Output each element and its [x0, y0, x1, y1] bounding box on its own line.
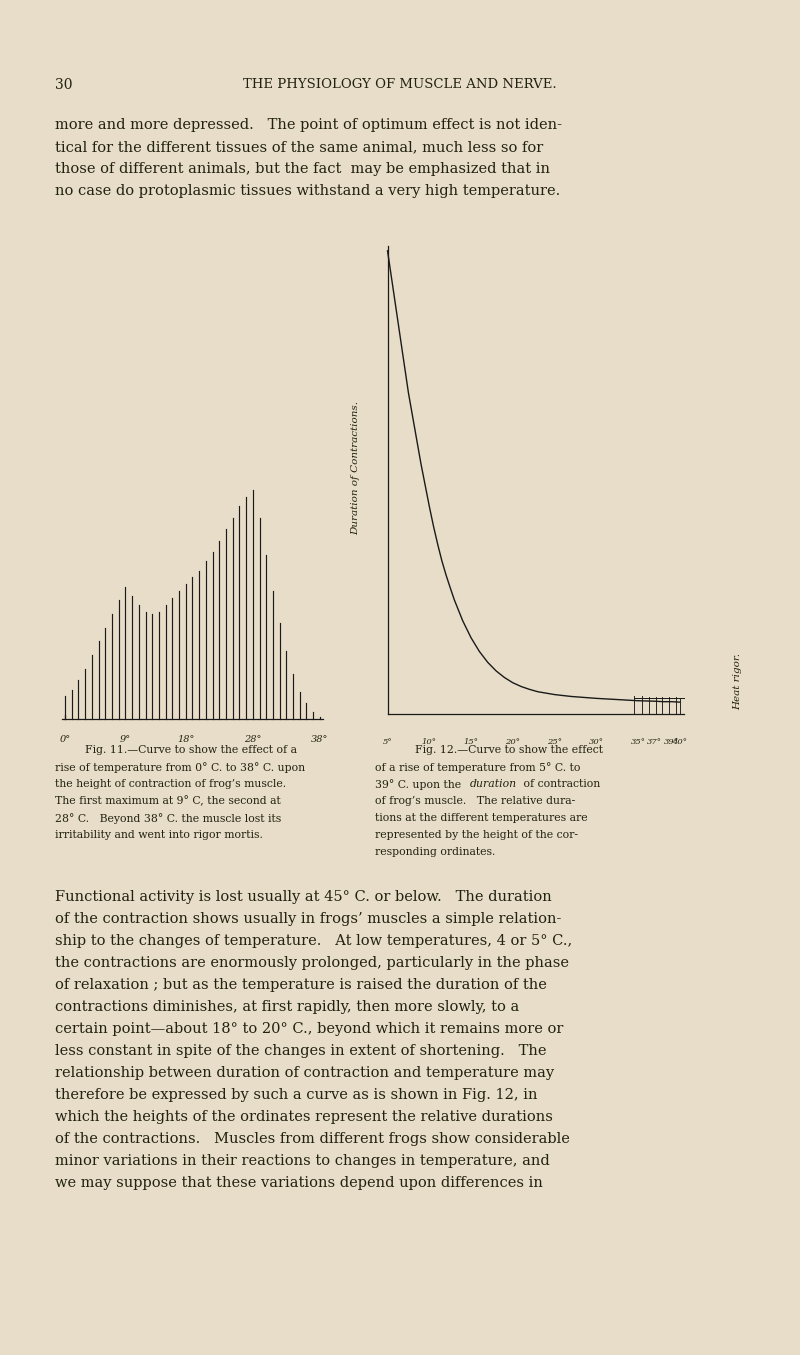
Text: the contractions are enormously prolonged, particularly in the phase: the contractions are enormously prolonge…	[55, 957, 569, 970]
Text: 25°: 25°	[547, 737, 562, 745]
Text: the height of contraction of frog’s muscle.: the height of contraction of frog’s musc…	[55, 779, 286, 789]
Text: more and more depressed.   The point of optimum effect is not iden-: more and more depressed. The point of op…	[55, 118, 562, 131]
Text: 39° C. upon the: 39° C. upon the	[375, 779, 465, 790]
Text: 40°: 40°	[673, 737, 687, 745]
Text: responding ordinates.: responding ordinates.	[375, 847, 495, 856]
Text: 35°: 35°	[630, 737, 646, 745]
Text: 30: 30	[55, 79, 73, 92]
Text: Functional activity is lost usually at 45° C. or below.   The duration: Functional activity is lost usually at 4…	[55, 890, 552, 904]
Text: of contraction: of contraction	[520, 779, 600, 789]
Text: 0°: 0°	[59, 736, 70, 744]
Text: we may suppose that these variations depend upon differences in: we may suppose that these variations dep…	[55, 1176, 543, 1190]
Text: certain point—about 18° to 20° C., beyond which it remains more or: certain point—about 18° to 20° C., beyon…	[55, 1022, 563, 1037]
Text: THE PHYSIOLOGY OF MUSCLE AND NERVE.: THE PHYSIOLOGY OF MUSCLE AND NERVE.	[243, 79, 557, 91]
Text: 28°: 28°	[244, 736, 262, 744]
Text: of relaxation ; but as the temperature is raised the duration of the: of relaxation ; but as the temperature i…	[55, 978, 547, 992]
Text: 38°: 38°	[311, 736, 329, 744]
Text: Fig. 12.—Curve to show the effect: Fig. 12.—Curve to show the effect	[415, 745, 603, 755]
Text: duration: duration	[470, 779, 517, 789]
Text: tions at the different temperatures are: tions at the different temperatures are	[375, 813, 588, 822]
Text: relationship between duration of contraction and temperature may: relationship between duration of contrac…	[55, 1066, 554, 1080]
Text: 10°: 10°	[422, 737, 437, 745]
Text: of the contractions.   Muscles from different frogs show considerable: of the contractions. Muscles from differ…	[55, 1131, 570, 1146]
Text: tical for the different tissues of the same animal, much less so for: tical for the different tissues of the s…	[55, 140, 543, 154]
Text: no case do protoplasmic tissues withstand a very high temperature.: no case do protoplasmic tissues withstan…	[55, 184, 560, 198]
Text: 9°: 9°	[120, 736, 131, 744]
Text: 28° C.   Beyond 38° C. the muscle lost its: 28° C. Beyond 38° C. the muscle lost its	[55, 813, 282, 824]
Text: 5°: 5°	[382, 737, 392, 745]
Text: of a rise of temperature from 5° C. to: of a rise of temperature from 5° C. to	[375, 762, 580, 772]
Text: Duration of Contractions.: Duration of Contractions.	[350, 401, 360, 535]
Text: those of different animals, but the fact  may be emphasized that in: those of different animals, but the fact…	[55, 163, 550, 176]
Text: 20°: 20°	[506, 737, 520, 745]
Text: 18°: 18°	[177, 736, 194, 744]
Text: Heat rigor.: Heat rigor.	[734, 653, 742, 710]
Text: represented by the height of the cor-: represented by the height of the cor-	[375, 831, 578, 840]
Text: rise of temperature from 0° C. to 38° C. upon: rise of temperature from 0° C. to 38° C.…	[55, 762, 305, 772]
Text: minor variations in their reactions to changes in temperature, and: minor variations in their reactions to c…	[55, 1154, 550, 1168]
Text: 39°: 39°	[664, 737, 679, 745]
Text: of the contraction shows usually in frogs’ muscles a simple relation-: of the contraction shows usually in frog…	[55, 912, 562, 925]
Text: 30°: 30°	[589, 737, 604, 745]
Text: 15°: 15°	[463, 737, 478, 745]
Text: irritability and went into rigor mortis.: irritability and went into rigor mortis.	[55, 831, 263, 840]
Text: ship to the changes of temperature.   At low temperatures, 4 or 5° C.,: ship to the changes of temperature. At l…	[55, 934, 572, 948]
Text: The first maximum at 9° C, the second at: The first maximum at 9° C, the second at	[55, 795, 281, 806]
Text: which the heights of the ordinates represent the relative durations: which the heights of the ordinates repre…	[55, 1110, 553, 1125]
Text: 37°: 37°	[647, 737, 662, 745]
Text: less constant in spite of the changes in extent of shortening.   The: less constant in spite of the changes in…	[55, 1043, 546, 1058]
Text: Fig. 11.—Curve to show the effect of a: Fig. 11.—Curve to show the effect of a	[85, 745, 297, 755]
Text: of frog’s muscle.   The relative dura-: of frog’s muscle. The relative dura-	[375, 795, 575, 806]
Text: contractions diminishes, at first rapidly, then more slowly, to a: contractions diminishes, at first rapidl…	[55, 1000, 519, 1014]
Text: therefore be expressed by such a curve as is shown in Fig. 12, in: therefore be expressed by such a curve a…	[55, 1088, 538, 1102]
